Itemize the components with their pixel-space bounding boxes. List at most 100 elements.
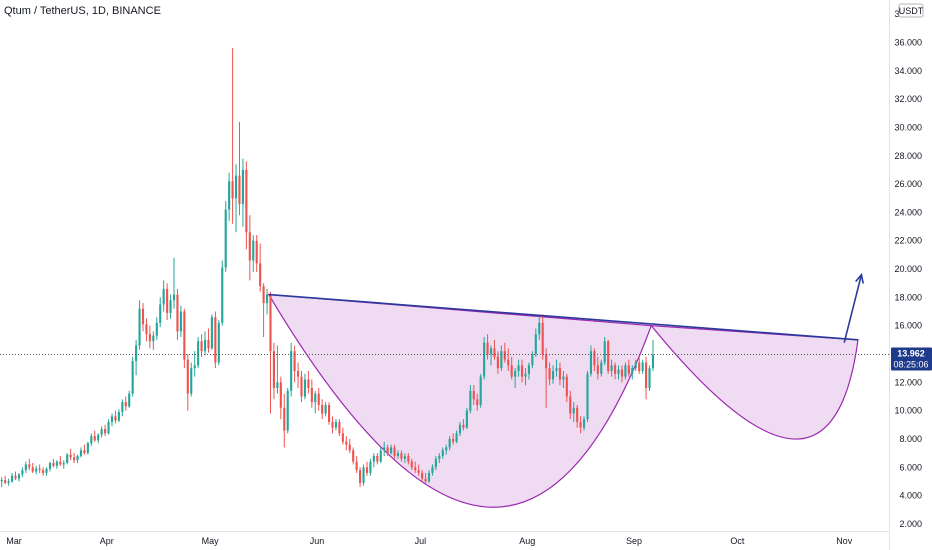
candle[interactable] [448, 436, 451, 451]
candle[interactable] [641, 359, 644, 374]
candle[interactable] [52, 458, 55, 468]
candle[interactable] [479, 373, 482, 408]
candle[interactable] [610, 359, 613, 377]
candle[interactable] [565, 373, 568, 403]
candle[interactable] [317, 387, 320, 411]
candle[interactable] [255, 235, 258, 272]
currency-label[interactable]: USDT [898, 3, 924, 18]
candle[interactable] [510, 356, 513, 380]
candle[interactable] [231, 48, 234, 224]
candle[interactable] [607, 339, 610, 374]
candle[interactable] [517, 359, 520, 377]
candle[interactable] [62, 460, 65, 469]
candle[interactable] [166, 283, 169, 321]
candle[interactable] [179, 305, 182, 338]
candle[interactable] [383, 441, 386, 456]
candle[interactable] [290, 342, 293, 397]
candle[interactable] [507, 348, 510, 371]
candle[interactable] [31, 463, 34, 473]
candle[interactable] [176, 288, 179, 340]
candle[interactable] [104, 424, 107, 437]
candle[interactable] [145, 318, 148, 342]
candle[interactable] [207, 328, 210, 353]
candle[interactable] [307, 370, 310, 394]
candle[interactable] [69, 448, 72, 461]
candle[interactable] [452, 433, 455, 445]
candle[interactable] [558, 362, 562, 386]
candle[interactable] [393, 444, 396, 459]
candle[interactable] [445, 444, 448, 455]
candle[interactable] [500, 345, 503, 371]
candle[interactable] [458, 421, 462, 437]
candle[interactable] [465, 407, 468, 430]
candle[interactable] [569, 390, 572, 420]
candle[interactable] [531, 351, 534, 369]
candle[interactable] [114, 410, 117, 424]
candle[interactable] [551, 365, 555, 384]
candle[interactable] [0, 477, 3, 488]
candle[interactable] [217, 320, 220, 366]
candle[interactable] [613, 362, 617, 380]
candle[interactable] [576, 404, 579, 428]
candle[interactable] [589, 345, 593, 377]
candle[interactable] [310, 379, 313, 408]
candle[interactable] [593, 348, 596, 371]
candle[interactable] [534, 328, 537, 357]
candle[interactable] [152, 331, 155, 350]
candle[interactable] [224, 201, 227, 272]
candle[interactable] [48, 461, 52, 472]
candle[interactable] [345, 436, 348, 451]
candle[interactable] [141, 303, 145, 332]
candle[interactable] [35, 465, 38, 475]
candle[interactable] [131, 356, 134, 397]
candle[interactable] [638, 356, 641, 374]
candle[interactable] [259, 243, 262, 292]
candle[interactable] [97, 433, 100, 444]
candle[interactable] [83, 444, 86, 455]
candle[interactable] [489, 345, 493, 366]
candle[interactable] [386, 444, 389, 456]
candle[interactable] [28, 458, 31, 471]
candle[interactable] [496, 351, 499, 374]
cup-arc[interactable] [649, 324, 859, 440]
candle[interactable] [403, 453, 406, 464]
candle[interactable] [169, 294, 172, 319]
candle[interactable] [272, 342, 276, 400]
candles[interactable] [0, 48, 655, 488]
cup-arc[interactable] [267, 293, 653, 508]
candle[interactable] [42, 467, 45, 476]
candle[interactable] [128, 390, 131, 408]
candle[interactable] [414, 461, 417, 473]
time-axis[interactable]: Mar Apr May Jun Jul Aug Sep Oct Nov [6, 536, 852, 546]
candle[interactable] [327, 402, 331, 425]
candle[interactable] [600, 359, 603, 377]
candle[interactable] [10, 472, 14, 483]
candle[interactable] [379, 447, 382, 464]
candle[interactable] [24, 461, 27, 473]
candle[interactable] [417, 464, 420, 476]
candle[interactable] [197, 337, 200, 369]
candle[interactable] [365, 461, 369, 476]
candle[interactable] [631, 365, 634, 380]
candle[interactable] [279, 376, 282, 420]
candle[interactable] [79, 447, 83, 458]
candle[interactable] [562, 370, 565, 388]
candle[interactable] [148, 325, 151, 349]
candle[interactable] [376, 453, 379, 465]
candle[interactable] [334, 419, 338, 431]
candle[interactable] [645, 356, 648, 400]
candle[interactable] [252, 235, 255, 272]
candle[interactable] [476, 393, 479, 411]
candle[interactable] [520, 359, 524, 383]
candle[interactable] [503, 342, 506, 363]
candle[interactable] [262, 283, 265, 338]
candle[interactable] [45, 467, 48, 476]
candle[interactable] [359, 467, 362, 488]
candle[interactable] [138, 300, 141, 350]
candle[interactable] [314, 390, 317, 414]
candle[interactable] [624, 362, 627, 380]
candle[interactable] [434, 455, 437, 471]
candle[interactable] [296, 362, 300, 388]
candle[interactable] [355, 455, 358, 473]
